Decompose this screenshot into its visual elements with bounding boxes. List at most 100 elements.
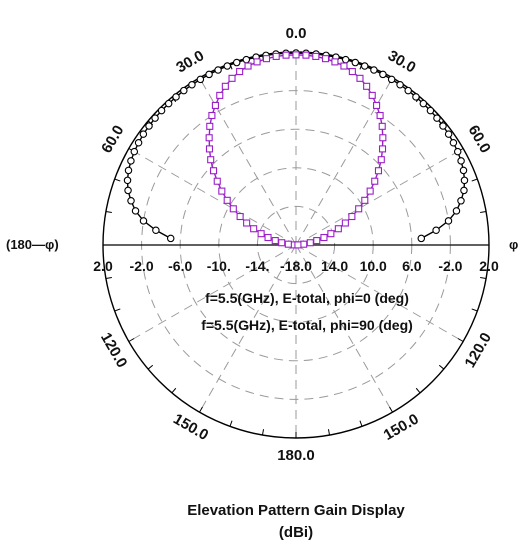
data-point-phi0 [370,66,378,74]
data-point-phi90 [229,205,237,213]
data-point-phi0 [453,147,462,156]
data-point-phi0 [432,226,440,235]
data-point-phi0 [360,62,369,70]
outer-tick [480,210,487,214]
data-point-phi90 [378,145,387,153]
data-point-phi90 [223,196,231,204]
outer-tick [114,178,121,182]
data-point-phi0 [457,157,465,165]
data-point-phi90 [205,134,213,142]
outer-tick [114,308,121,312]
outer-tick [389,406,393,413]
polar-grid [102,51,490,439]
grid-spoke [295,148,464,246]
data-point-phi90 [368,91,376,99]
data-point-phi0 [417,234,426,243]
outer-tick [438,364,445,370]
legend-entry-phi90: f=5.5(GHz), E-total, phi=90 (deg) [201,317,413,333]
data-point-phi90 [379,134,387,142]
outer-tick [105,210,112,214]
angle-tick-label: 60.0 [465,122,494,156]
grid-spoke [199,77,297,246]
data-point-phi90 [206,122,214,130]
data-point-phi0 [205,70,213,79]
data-point-phi90 [355,205,363,213]
grid-spoke [295,244,464,342]
data-point-phi0 [164,99,173,108]
grid-spoke [199,244,297,413]
data-point-phi0 [127,197,135,205]
outer-tick [415,387,421,394]
data-point-phi90 [213,177,221,185]
data-point-phi0 [412,93,420,101]
data-point-phi90 [341,219,349,227]
data-point-phi0 [124,186,132,195]
data-point-phi0 [449,139,458,147]
data-point-phi0 [124,166,133,175]
data-point-phi90 [366,187,374,195]
grid-spoke [295,244,393,413]
data-point-phi90 [228,74,236,82]
data-point-phi90 [216,91,224,99]
label-layer: (180—φ) φ f=5.5(GHz), E-total, phi=0 (de… [6,25,518,541]
data-point-phi0 [188,81,196,89]
angle-tick-label: 60.0 [98,122,127,156]
data-point-phi0 [214,66,222,74]
data-point-phi90 [250,225,258,233]
radial-tick-label: 2.0 [93,258,113,274]
data-point-phi90 [236,67,244,76]
radial-tick-label: -2.0 [130,258,154,274]
data-point-phi90 [284,240,292,248]
legend-entry-phi0: f=5.5(GHz), E-total, phi=0 (deg) [205,290,409,306]
data-point-phi0 [419,99,428,108]
data-point-phi0 [152,226,160,235]
data-point-phi0 [444,130,453,138]
grid-spoke [128,148,297,246]
data-point-phi90 [278,239,286,247]
chart-subtitle: (dBi) [279,524,313,541]
outer-tick [261,429,265,436]
data-point-phi90 [361,196,369,204]
angle-tick-label: 0.0 [286,25,307,42]
data-point-phi90 [302,51,310,59]
data-point-phi90 [209,167,218,175]
data-point-phi0 [151,114,159,122]
data-point-phi90 [236,212,244,221]
data-point-phi0 [351,58,360,67]
data-point-phi0 [180,86,188,95]
outer-tick [327,429,331,436]
data-point-phi0 [387,75,396,84]
data-point-phi90 [282,51,290,59]
data-point-phi90 [300,240,308,248]
data-point-phi90 [334,225,342,233]
data-point-phi90 [292,51,300,59]
data-point-phi90 [371,177,379,185]
data-point-phi90 [320,233,328,242]
data-point-phi0 [127,157,135,165]
chart-title: Elevation Pattern Gain Display [187,502,405,519]
data-point-phi90 [377,156,385,164]
data-point-phi90 [331,58,339,66]
angle-tick-label: 30.0 [385,47,419,76]
data-point-phi90 [207,156,215,164]
data-point-phi90 [306,239,314,247]
data-point-phi90 [321,55,330,63]
data-point-phi90 [208,111,216,120]
grid-spoke [295,77,393,246]
radial-tick-label: -10. [207,258,231,274]
data-point-phi0 [157,106,166,115]
data-point-phi0 [426,106,435,115]
outer-tick [171,387,177,394]
data-point-phi90 [205,145,214,153]
data-point-phi0 [145,122,153,130]
data-point-phi0 [341,55,350,64]
data-point-phi90 [340,62,348,70]
data-point-phi0 [130,147,139,156]
outer-tick [471,178,478,182]
outer-tick [471,308,478,312]
data-point-phi90 [374,167,383,175]
data-point-phi0 [134,139,143,147]
radial-tick-label: 6.0 [402,258,422,274]
right-side-label: φ [509,237,518,252]
